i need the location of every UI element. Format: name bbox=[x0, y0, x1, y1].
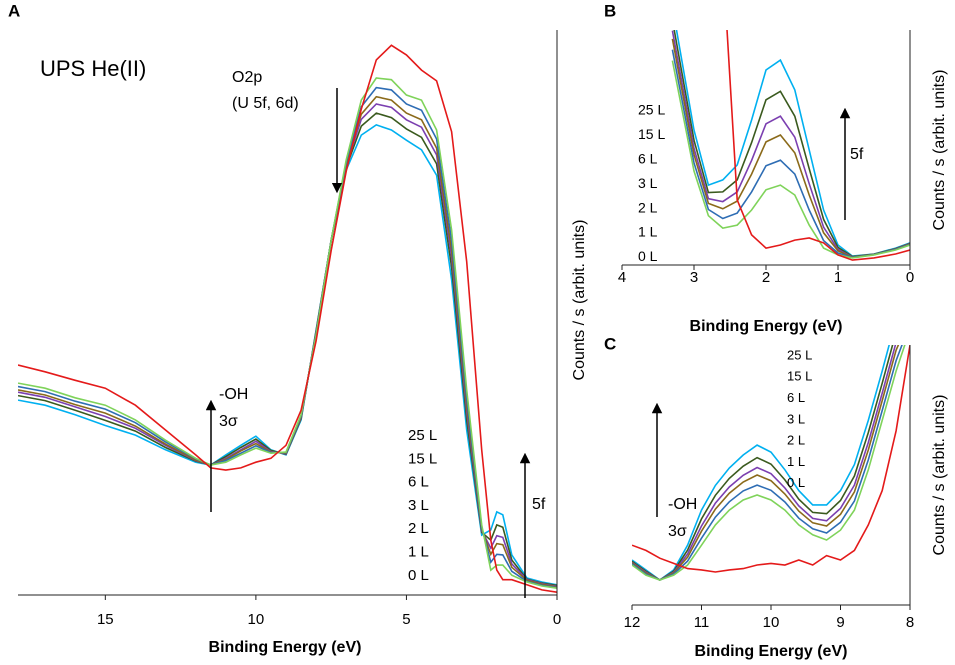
spectrum-line bbox=[671, 60, 910, 259]
legend-entry: 25 L bbox=[408, 427, 437, 444]
legend-entry: 2 L bbox=[787, 433, 805, 448]
legend-entry: 2 L bbox=[638, 199, 658, 215]
spectrum-line bbox=[673, 30, 910, 258]
spectrum-line bbox=[18, 95, 557, 588]
legend-entry: 0 L bbox=[787, 475, 805, 490]
legend-entry: 6 L bbox=[408, 474, 429, 491]
spectrum-line bbox=[18, 112, 557, 587]
annotation: -OH bbox=[219, 386, 248, 403]
annotation: -OH bbox=[668, 496, 697, 513]
legend-entry: 15 L bbox=[787, 369, 812, 384]
legend-entry: 15 L bbox=[638, 126, 665, 142]
annotation: O2p bbox=[232, 69, 262, 86]
legend-entry: 1 L bbox=[787, 454, 805, 469]
x-tick-label: 0 bbox=[553, 611, 561, 628]
x-tick-label: 9 bbox=[836, 614, 844, 631]
legend-entry: 3 L bbox=[787, 411, 805, 426]
x-tick-label: 5 bbox=[402, 611, 410, 628]
legend-entry: 3 L bbox=[638, 175, 658, 191]
spectrum-line bbox=[18, 77, 557, 589]
x-tick-label: 10 bbox=[763, 614, 780, 631]
plot-area bbox=[671, 30, 910, 261]
x-tick-label: 3 bbox=[690, 269, 698, 286]
y-axis-label: Counts / s (arbit. units) bbox=[571, 220, 588, 381]
legend-entry: 25 L bbox=[787, 347, 812, 362]
x-axis-label: Binding Energy (eV) bbox=[690, 318, 843, 335]
x-tick-label: 11 bbox=[694, 614, 710, 631]
x-tick-label: 12 bbox=[624, 614, 641, 631]
spectrum-line bbox=[632, 345, 897, 581]
panel-label: C bbox=[604, 334, 616, 353]
spectrum-line bbox=[18, 86, 557, 589]
spectrum-line bbox=[18, 44, 557, 593]
spectrum-line bbox=[632, 345, 900, 581]
legend-entry: 2 L bbox=[408, 520, 429, 537]
x-tick-label: 15 bbox=[97, 611, 114, 628]
legend-entry: 0 L bbox=[638, 248, 658, 264]
legend-entry: 15 L bbox=[408, 450, 437, 467]
spectrum-line bbox=[632, 345, 910, 573]
plot-area bbox=[18, 44, 557, 593]
spectrum-line bbox=[632, 345, 906, 581]
x-tick-label: 0 bbox=[906, 269, 914, 286]
y-axis-label: Counts / s (arbit. units) bbox=[931, 395, 948, 556]
spectrum-line bbox=[632, 345, 890, 581]
legend-entry: 1 L bbox=[408, 543, 429, 560]
annotation: (U 5f, 6d) bbox=[232, 95, 299, 112]
spectrum-line bbox=[632, 345, 903, 581]
legend-entry: 0 L bbox=[408, 567, 429, 584]
spectrum-line bbox=[671, 38, 910, 259]
spectrum-line bbox=[726, 30, 910, 261]
x-tick-label: 2 bbox=[762, 269, 770, 286]
legend-entry: 1 L bbox=[638, 224, 658, 240]
legend-entry: 6 L bbox=[787, 390, 805, 405]
annotation: 3σ bbox=[219, 413, 238, 430]
x-axis-label: Binding Energy (eV) bbox=[695, 643, 848, 660]
x-tick-label: 10 bbox=[248, 611, 265, 628]
panel-label: B bbox=[604, 1, 616, 20]
annotation: 5f bbox=[850, 146, 864, 163]
plot-area bbox=[632, 345, 910, 581]
spectrum-line bbox=[671, 30, 910, 258]
x-tick-label: 8 bbox=[906, 614, 914, 631]
annotation: 5f bbox=[532, 496, 546, 513]
spectrum-line bbox=[18, 124, 557, 586]
x-tick-label: 1 bbox=[834, 269, 842, 286]
spectrum-line bbox=[632, 345, 894, 581]
chart-title: UPS He(II) bbox=[40, 56, 146, 81]
spectrum-line bbox=[18, 103, 557, 588]
legend-entry: 3 L bbox=[408, 497, 429, 514]
legend-entry: 6 L bbox=[638, 151, 658, 167]
annotation: 3σ bbox=[668, 523, 687, 540]
x-tick-label: 4 bbox=[618, 269, 626, 286]
x-axis-label: Binding Energy (eV) bbox=[209, 639, 362, 656]
y-axis-label: Counts / s (arbit. units) bbox=[931, 70, 948, 231]
legend-entry: 25 L bbox=[638, 102, 665, 118]
panel-label: A bbox=[8, 1, 20, 20]
